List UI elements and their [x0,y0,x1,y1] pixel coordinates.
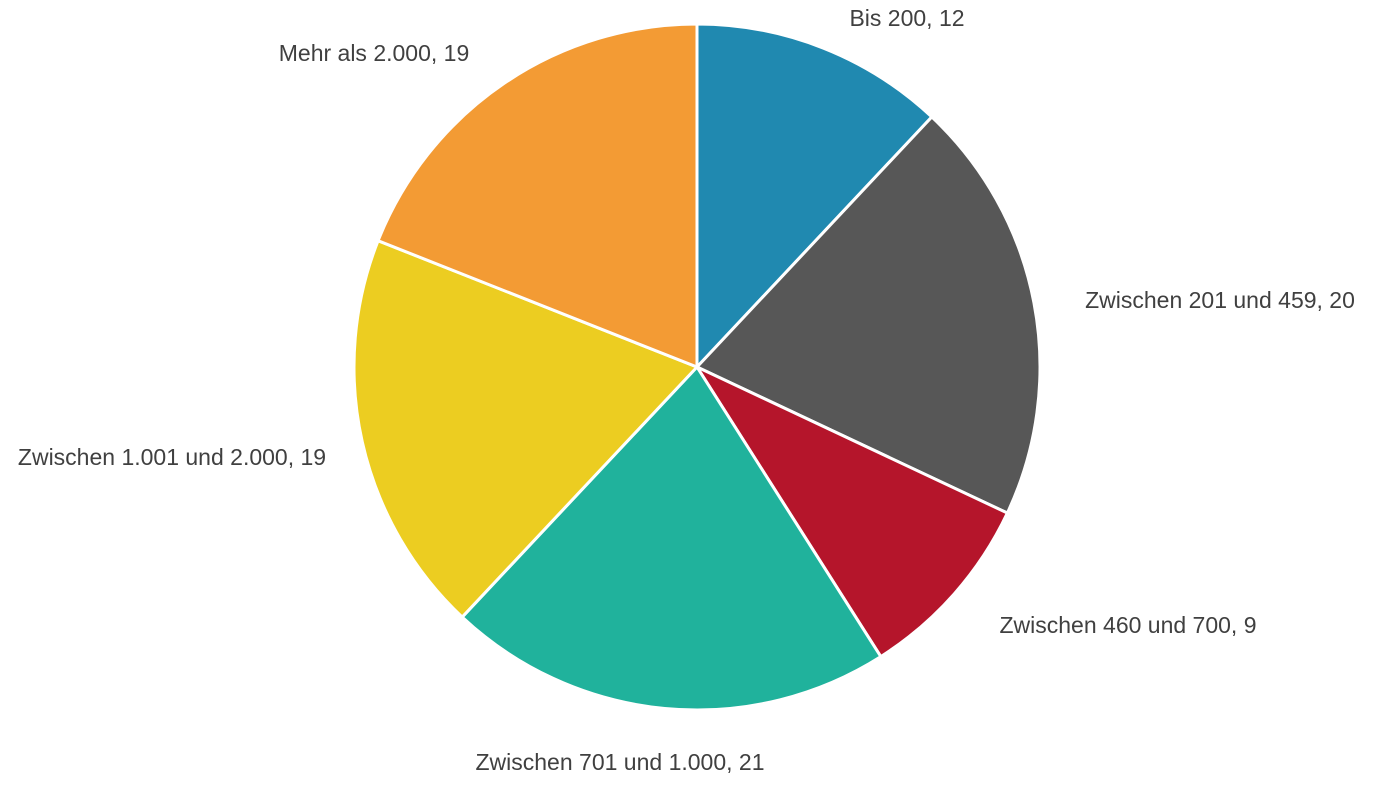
data-label: Mehr als 2.000, 19 [278,40,470,66]
data-label: Zwischen 460 und 700, 9 [999,612,1257,638]
data-label: Zwischen 701 und 1.000, 21 [475,749,765,775]
pie-slice [376,22,699,369]
pie-slice [695,115,1042,515]
pie-slice [352,239,699,619]
data-label: Zwischen 201 und 459, 20 [1085,287,1355,313]
pie-slice [695,365,1009,659]
pie-slice [460,365,883,712]
pie-slice [695,22,934,369]
data-label: Zwischen 1.001 und 2.000, 19 [17,444,327,470]
data-label: Bis 200, 12 [849,5,965,31]
